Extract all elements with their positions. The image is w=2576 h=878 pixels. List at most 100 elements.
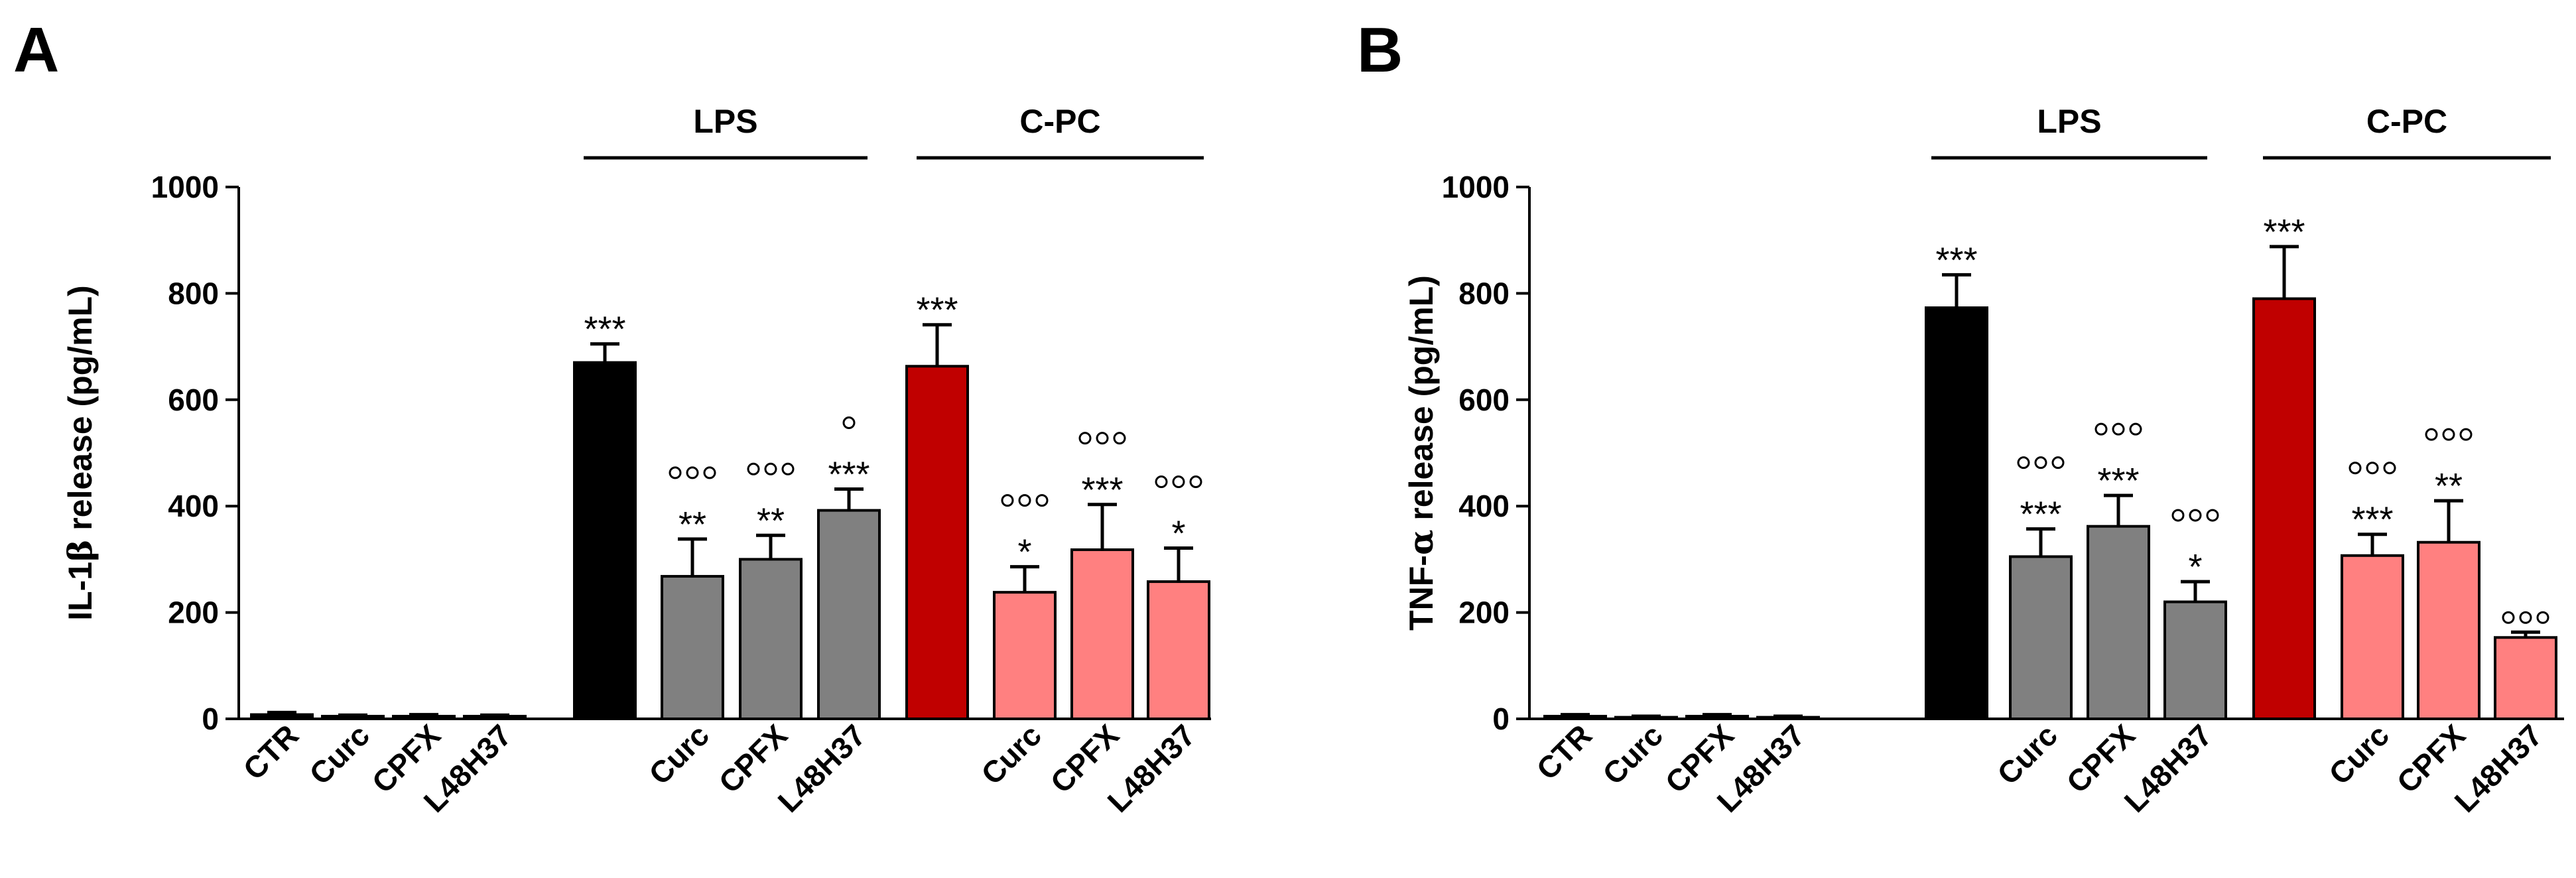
significance-stars: *** bbox=[1935, 240, 1977, 280]
significance-circles bbox=[2349, 462, 2396, 475]
x-tick-label: L48H37 bbox=[2448, 718, 2549, 818]
significance-circle bbox=[2171, 509, 2185, 522]
x-tick-label: Curc bbox=[974, 718, 1048, 791]
significance-circle bbox=[2017, 456, 2030, 470]
bar bbox=[661, 575, 724, 721]
bar bbox=[1756, 716, 1820, 720]
bar bbox=[250, 713, 314, 720]
significance-stars: *** bbox=[2020, 495, 2061, 534]
significance-circle bbox=[703, 466, 716, 479]
group-label: C-PC bbox=[2366, 103, 2447, 140]
significance-circle bbox=[2459, 428, 2473, 441]
bar bbox=[1543, 714, 1607, 720]
significance-stars: *** bbox=[828, 455, 869, 495]
bar bbox=[1614, 716, 1678, 720]
significance-circle bbox=[2519, 611, 2532, 624]
significance-circles bbox=[842, 416, 856, 430]
significance-stars: *** bbox=[2263, 212, 2305, 252]
significance-circle bbox=[2383, 462, 2396, 475]
bar bbox=[2494, 636, 2557, 721]
bar bbox=[392, 714, 456, 720]
significance-circles bbox=[1078, 432, 1126, 445]
y-axis-label: IL-1β release (pg/mL) bbox=[60, 285, 99, 621]
significance-circles bbox=[2171, 509, 2219, 522]
bar bbox=[2163, 600, 2227, 720]
y-tick-label: 0 bbox=[1492, 702, 1510, 736]
panel-letter: B bbox=[1357, 15, 1403, 86]
x-tick-label: Curc bbox=[2322, 718, 2396, 791]
bar bbox=[1685, 714, 1749, 720]
significance-circles bbox=[669, 466, 716, 479]
significance-circle bbox=[2349, 462, 2362, 475]
significance-circle bbox=[2425, 428, 2438, 441]
significance-circle bbox=[1172, 475, 1185, 489]
significance-circle bbox=[2536, 611, 2549, 624]
significance-circle bbox=[2206, 509, 2219, 522]
x-tick-label: Curc bbox=[1990, 718, 2064, 791]
bar bbox=[1925, 306, 1988, 720]
panel-a: A IL-1β release (pg/mL) 0 200 400 600 800 1000 L… bbox=[13, 15, 1211, 819]
significance-circle bbox=[1018, 494, 1031, 507]
bar bbox=[2087, 525, 2150, 721]
significance-circle bbox=[747, 462, 760, 475]
y-axis-label-prefix: TNF- bbox=[1403, 555, 1440, 631]
significance-circle bbox=[1096, 432, 1109, 445]
significance-stars: ** bbox=[678, 505, 706, 544]
group-label: C-PC bbox=[1019, 103, 1100, 140]
group-label: LPS bbox=[693, 103, 757, 140]
y-tick-label: 800 bbox=[168, 276, 219, 310]
significance-circle bbox=[2094, 422, 2108, 436]
bar bbox=[993, 591, 1057, 721]
y-tick-label: 1000 bbox=[1442, 170, 1510, 204]
significance-circle bbox=[2051, 456, 2065, 470]
panel-b: B TNF-α release (pg/mL) 0 200 400 600 800 1000 L… bbox=[1357, 15, 2564, 819]
y-axis-label-suffix: release (pg/mL) bbox=[1403, 275, 1440, 529]
significance-circle bbox=[842, 416, 856, 430]
bar bbox=[2009, 555, 2073, 721]
bar bbox=[2252, 297, 2316, 721]
significance-stars: *** bbox=[916, 290, 958, 330]
x-tick-label: Curc bbox=[642, 718, 716, 791]
y-axis-label-prefix: IL-1 bbox=[62, 562, 99, 621]
x-tick-label: Curc bbox=[302, 718, 376, 791]
y-tick-label: 200 bbox=[168, 596, 219, 630]
significance-stars: * bbox=[2188, 547, 2202, 587]
significance-circle bbox=[2366, 462, 2379, 475]
significance-circle bbox=[2189, 509, 2202, 522]
significance-circle bbox=[1078, 432, 1092, 445]
bar bbox=[817, 509, 881, 721]
y-axis-label-greek: β bbox=[60, 540, 99, 562]
y-axis-label-suffix: release (pg/mL) bbox=[62, 285, 99, 539]
bar bbox=[1147, 580, 1210, 720]
significance-stars: *** bbox=[1081, 470, 1123, 510]
significance-circle bbox=[2442, 428, 2455, 441]
y-tick-label: 600 bbox=[1458, 383, 1510, 417]
significance-circles bbox=[2017, 456, 2065, 470]
significance-stars: *** bbox=[584, 310, 625, 349]
bar bbox=[905, 365, 969, 720]
bar bbox=[2417, 540, 2480, 721]
bar bbox=[463, 714, 527, 720]
group-label: LPS bbox=[2037, 103, 2101, 140]
significance-stars: *** bbox=[2351, 500, 2393, 540]
x-tick-label: L48H37 bbox=[2118, 718, 2219, 818]
y-axis-label: TNF-α release (pg/mL) bbox=[1401, 275, 1441, 631]
significance-circle bbox=[1001, 494, 1014, 507]
significance-circle bbox=[1189, 475, 1202, 489]
significance-circle bbox=[781, 462, 795, 475]
bar bbox=[2341, 554, 2404, 721]
y-tick-label: 0 bbox=[202, 702, 219, 736]
y-tick-label: 600 bbox=[168, 383, 219, 417]
x-tick-label: CTR bbox=[236, 718, 305, 786]
y-tick-label: 200 bbox=[1458, 596, 1510, 630]
significance-circle bbox=[1035, 494, 1049, 507]
x-tick-label: CTR bbox=[1529, 718, 1598, 786]
significance-circle bbox=[764, 462, 777, 475]
panel-letter: A bbox=[13, 15, 59, 86]
significance-circles bbox=[1155, 475, 1202, 489]
bar bbox=[573, 361, 637, 720]
y-tick-label: 800 bbox=[1458, 276, 1510, 310]
significance-circle bbox=[686, 466, 699, 479]
significance-circle bbox=[2112, 422, 2125, 436]
